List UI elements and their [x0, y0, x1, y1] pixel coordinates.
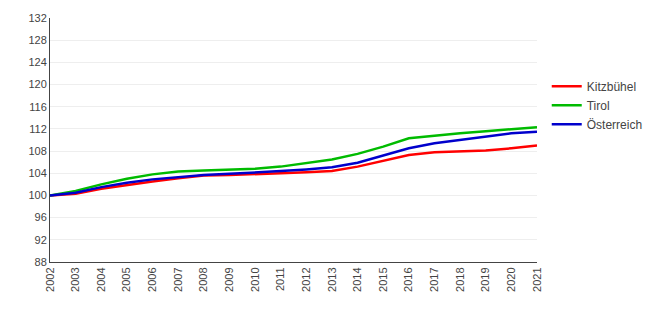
svg-text:2004: 2004 — [95, 267, 107, 291]
svg-text:2005: 2005 — [120, 267, 132, 291]
svg-text:128: 128 — [28, 34, 46, 46]
svg-text:2009: 2009 — [223, 267, 235, 291]
svg-text:108: 108 — [28, 145, 46, 157]
svg-text:112: 112 — [29, 123, 47, 135]
svg-text:2002: 2002 — [44, 267, 56, 291]
svg-text:88: 88 — [35, 256, 47, 268]
svg-text:Österreich: Österreich — [587, 118, 642, 132]
svg-text:100: 100 — [28, 189, 46, 201]
svg-text:116: 116 — [29, 101, 47, 113]
svg-text:2014: 2014 — [351, 267, 363, 291]
svg-text:124: 124 — [28, 56, 46, 68]
svg-text:2021: 2021 — [531, 267, 543, 291]
svg-text:Kitzbühel: Kitzbühel — [587, 80, 636, 94]
svg-text:92: 92 — [35, 234, 47, 246]
svg-text:2006: 2006 — [146, 267, 158, 291]
svg-text:2010: 2010 — [249, 267, 261, 291]
svg-text:2015: 2015 — [377, 267, 389, 291]
svg-text:2011: 2011 — [274, 267, 286, 291]
svg-text:132: 132 — [28, 12, 46, 24]
svg-text:Tirol: Tirol — [587, 99, 610, 113]
svg-text:2008: 2008 — [197, 267, 209, 291]
svg-text:2016: 2016 — [402, 267, 414, 291]
svg-text:2003: 2003 — [69, 267, 81, 291]
svg-text:2020: 2020 — [505, 267, 517, 291]
svg-text:2007: 2007 — [172, 267, 184, 291]
svg-text:120: 120 — [28, 78, 46, 90]
svg-text:96: 96 — [35, 211, 47, 223]
svg-text:2013: 2013 — [326, 267, 338, 291]
svg-text:2017: 2017 — [428, 267, 440, 291]
svg-text:2019: 2019 — [479, 267, 491, 291]
svg-text:104: 104 — [28, 167, 46, 179]
svg-text:2018: 2018 — [454, 267, 466, 291]
svg-text:2012: 2012 — [300, 267, 312, 291]
